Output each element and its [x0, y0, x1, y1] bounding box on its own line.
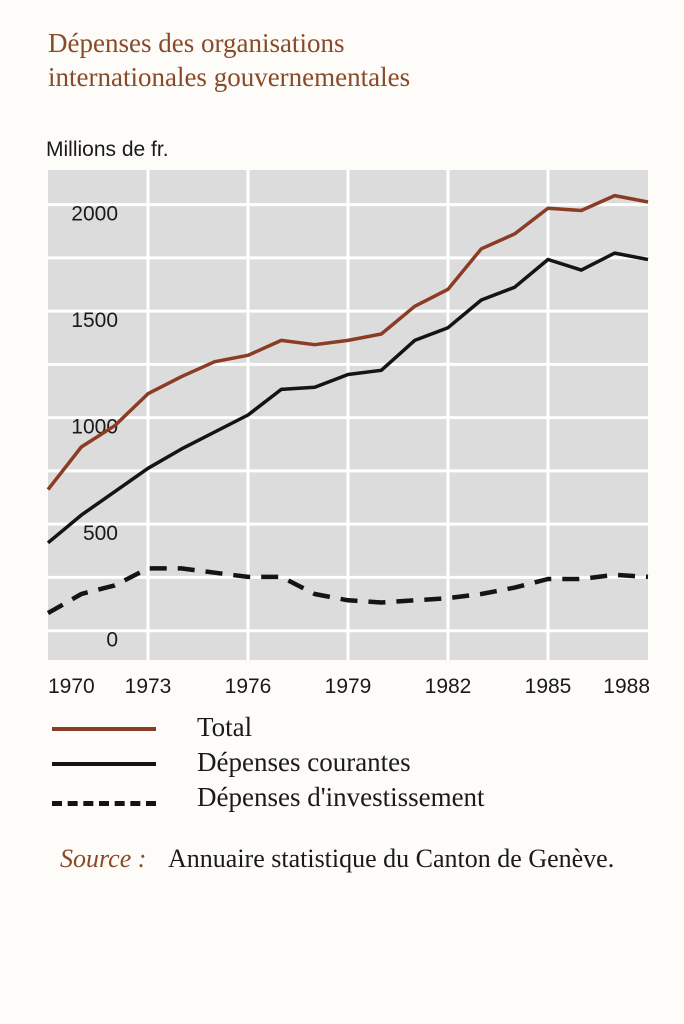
legend-swatch-investissement	[52, 801, 156, 806]
y-axis-label: Millions de fr.	[46, 138, 169, 161]
x-tick-label: 1970	[48, 675, 95, 698]
chart-title-line-2: internationales gouvernementales	[48, 62, 411, 92]
x-tick-label: 1976	[225, 675, 272, 698]
legend-label-total: Total	[197, 712, 253, 742]
x-tick-label: 1973	[125, 675, 172, 698]
x-tick-label: 1988	[603, 675, 650, 698]
y-tick-label: 1500	[71, 309, 118, 332]
y-tick-label: 500	[83, 522, 118, 545]
series-line-courantes	[46, 251, 649, 545]
chart-title-line-1: Dépenses des organisations	[48, 28, 345, 58]
series-line-investissement	[46, 566, 649, 616]
source-text: Annuaire statistique du Canton de Genève…	[168, 844, 615, 873]
legend-label-investissement: Dépenses d'investissement	[197, 782, 485, 812]
x-tick-label: 1985	[525, 675, 572, 698]
y-tick-label: 2000	[71, 203, 118, 226]
legend-label-courantes: Dépenses courantes	[197, 747, 411, 777]
source-label: Source :	[60, 844, 147, 873]
x-tick-label: 1982	[425, 675, 472, 698]
y-tick-label: 0	[106, 629, 118, 652]
legend-swatch-total	[52, 727, 156, 731]
chart-title: Dépenses des organisations international…	[48, 26, 648, 94]
x-tick-label: 1979	[325, 675, 372, 698]
legend-swatch-courantes	[52, 762, 156, 766]
series-line-total	[46, 193, 649, 491]
